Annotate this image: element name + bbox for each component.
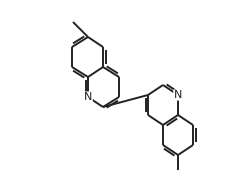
Text: N: N	[174, 90, 182, 100]
Text: N: N	[84, 92, 92, 102]
